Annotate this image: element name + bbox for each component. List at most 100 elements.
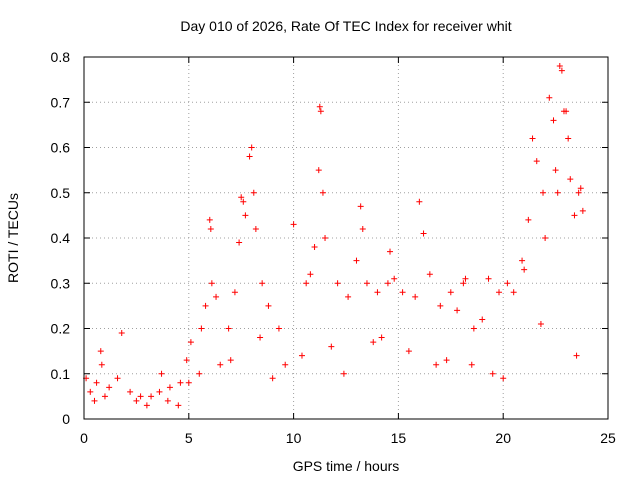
data-point xyxy=(489,370,496,377)
y-axis-label: ROTI / TECUs xyxy=(5,193,21,283)
data-points xyxy=(83,63,586,409)
data-point xyxy=(567,176,574,183)
data-point xyxy=(556,63,563,70)
data-point xyxy=(101,393,108,400)
data-point xyxy=(177,379,184,386)
data-point xyxy=(357,203,364,210)
data-point xyxy=(91,397,98,404)
y-tick-label: 0.2 xyxy=(51,321,71,337)
y-tick-label: 0 xyxy=(62,411,70,427)
data-point xyxy=(259,280,266,287)
data-point xyxy=(175,402,182,409)
data-point xyxy=(460,280,467,287)
x-tick-label: 20 xyxy=(495,430,511,446)
data-point xyxy=(420,230,427,237)
data-point xyxy=(575,189,582,196)
x-tick-label: 15 xyxy=(391,430,407,446)
y-tick-label: 0.6 xyxy=(51,140,71,156)
data-point xyxy=(322,235,329,241)
data-point xyxy=(546,94,553,101)
x-tick-label: 5 xyxy=(185,430,193,446)
data-point xyxy=(412,293,419,300)
y-tick-label: 0.8 xyxy=(51,49,71,65)
data-point xyxy=(187,339,194,346)
data-point xyxy=(282,361,289,368)
data-point xyxy=(416,198,423,205)
data-point xyxy=(426,271,433,278)
data-point xyxy=(577,185,584,192)
data-point xyxy=(275,325,282,332)
data-point xyxy=(316,103,323,110)
data-point xyxy=(206,216,213,223)
data-point xyxy=(242,212,249,219)
data-point xyxy=(265,302,272,309)
data-point xyxy=(311,244,318,251)
data-point xyxy=(370,339,377,346)
data-point xyxy=(164,397,171,404)
chart-title: Day 010 of 2026, Rate Of TEC Index for r… xyxy=(180,18,511,34)
y-tick-label: 0.7 xyxy=(51,94,71,110)
data-point xyxy=(158,370,165,377)
data-point xyxy=(217,361,224,368)
data-point xyxy=(519,257,526,264)
plot-frame xyxy=(83,56,609,420)
data-point xyxy=(213,293,220,300)
data-point xyxy=(207,225,214,232)
data-point xyxy=(328,343,335,350)
data-point xyxy=(231,289,238,296)
data-point xyxy=(319,189,326,196)
data-point xyxy=(143,402,150,409)
data-point xyxy=(133,397,140,404)
data-point xyxy=(573,352,580,359)
axis-ticks: 0 5 10 15 20 25 0 0.1 0.2 0.3 0.4 0.5 0.6 0.7 0.8 xyxy=(51,49,616,446)
data-point xyxy=(334,280,341,287)
data-point xyxy=(298,352,305,359)
data-point xyxy=(384,280,391,287)
data-point xyxy=(208,280,215,287)
data-point xyxy=(359,225,366,232)
data-point xyxy=(257,334,264,341)
x-tick-label: 0 xyxy=(80,430,88,446)
y-tick-label: 0.5 xyxy=(51,185,71,201)
data-point xyxy=(510,289,517,296)
data-point xyxy=(462,275,469,282)
data-point xyxy=(183,357,190,364)
data-point xyxy=(185,379,192,386)
data-point xyxy=(374,289,381,296)
data-point xyxy=(565,135,572,142)
data-point xyxy=(137,393,144,400)
data-point xyxy=(353,257,360,264)
data-point xyxy=(87,388,94,395)
data-point xyxy=(363,280,370,287)
data-point xyxy=(127,388,134,395)
data-point xyxy=(387,248,394,255)
x-axis-label: GPS time / hours xyxy=(293,458,400,474)
data-point xyxy=(317,108,324,115)
data-point xyxy=(114,375,121,382)
data-point xyxy=(558,67,565,74)
data-point xyxy=(437,302,444,309)
data-point xyxy=(246,153,253,160)
data-point xyxy=(98,361,105,368)
data-point xyxy=(500,375,507,382)
data-point xyxy=(552,167,559,174)
data-point xyxy=(248,144,255,151)
data-point xyxy=(196,370,203,377)
data-point xyxy=(252,225,259,232)
data-point xyxy=(399,289,406,296)
data-point xyxy=(378,334,385,341)
x-tick-label: 10 xyxy=(286,430,302,446)
data-point xyxy=(496,289,503,296)
data-point xyxy=(156,388,163,395)
data-point xyxy=(97,348,104,355)
data-point xyxy=(250,189,257,196)
data-point xyxy=(391,275,398,282)
data-point xyxy=(537,320,544,327)
data-point xyxy=(405,348,412,355)
data-point xyxy=(225,325,232,332)
data-point xyxy=(485,275,492,282)
data-point xyxy=(433,361,440,368)
data-point xyxy=(236,239,243,246)
data-point xyxy=(470,325,477,332)
